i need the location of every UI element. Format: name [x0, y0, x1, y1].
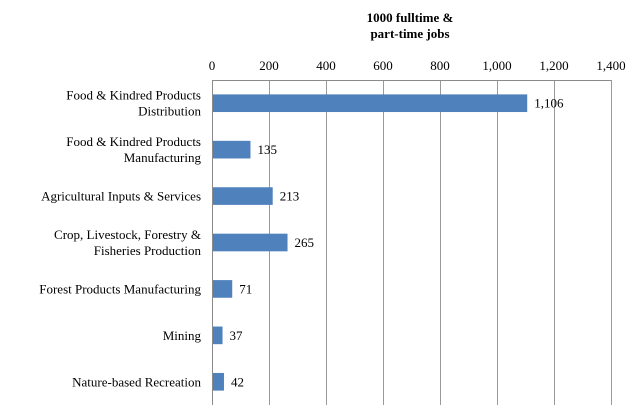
- category-label: Fisheries Production: [94, 243, 202, 258]
- x-axis-title-line: part-time jobs: [370, 26, 449, 41]
- category-label: Crop, Livestock, Forestry &: [54, 227, 201, 242]
- x-tick-label: 1,200: [539, 58, 568, 73]
- bar: [213, 94, 528, 113]
- category-label: Mining: [163, 328, 202, 343]
- category-label: Distribution: [138, 104, 201, 119]
- x-axis-title: 1000 fulltime &part-time jobs: [367, 10, 454, 41]
- data-label: 37: [230, 328, 244, 343]
- x-tick-label: 0: [209, 58, 216, 73]
- bar: [213, 326, 223, 345]
- category-label: Nature-based Recreation: [72, 374, 201, 389]
- data-label: 1,106: [534, 96, 564, 111]
- bar: [213, 372, 224, 391]
- category-label: Agricultural Inputs & Services: [41, 189, 201, 204]
- x-tick-label: 1,400: [596, 58, 625, 73]
- x-tick-label: 200: [259, 58, 279, 73]
- x-axis-ticks: 0 200 400 600 800 1,000 1,200 1,400: [209, 58, 626, 73]
- data-label: 135: [257, 142, 277, 157]
- bar: [213, 140, 251, 159]
- bar: [213, 233, 288, 252]
- data-label: 42: [231, 374, 244, 389]
- x-tick-label: 400: [316, 58, 336, 73]
- x-tick-label: 1,000: [482, 58, 511, 73]
- x-axis-title-line: 1000 fulltime &: [367, 10, 454, 25]
- data-label: 265: [295, 235, 315, 250]
- data-label: 213: [280, 189, 300, 204]
- x-tick-label: 600: [373, 58, 393, 73]
- category-label: Manufacturing: [124, 150, 202, 165]
- bars: [213, 94, 528, 391]
- category-label: Food & Kindred Products: [66, 134, 201, 149]
- category-labels: Food & Kindred ProductsDistributionFood …: [39, 88, 201, 390]
- category-label: Food & Kindred Products: [66, 88, 201, 103]
- gridlines: [212, 80, 612, 405]
- bar: [213, 280, 233, 298]
- data-labels: 1,106 135 213 265 71 37 42: [230, 96, 564, 390]
- category-label: Forest Products Manufacturing: [39, 281, 201, 296]
- bar: [213, 187, 273, 205]
- x-tick-label: 800: [430, 58, 450, 73]
- data-label: 71: [239, 281, 252, 296]
